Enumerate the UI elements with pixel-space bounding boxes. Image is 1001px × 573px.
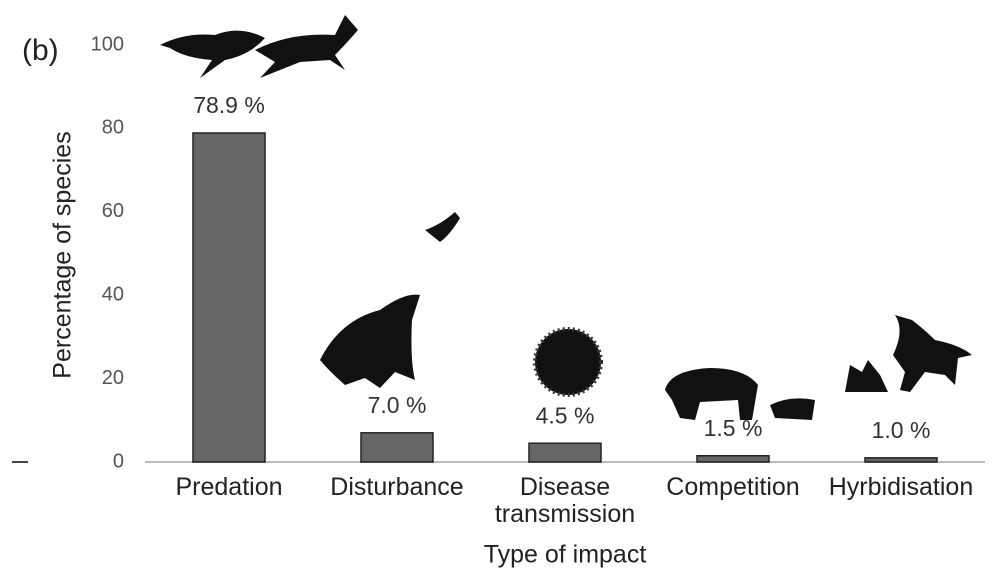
bar [864, 457, 938, 463]
silhouettes [160, 15, 972, 420]
silhouette [665, 368, 758, 420]
silhouette [533, 327, 603, 397]
y-tick-label: 0 [113, 450, 124, 472]
value-label: 4.5 % [536, 402, 595, 428]
y-tick-label: 60 [102, 200, 124, 222]
y-axis-title: Percentage of species [49, 131, 77, 378]
x-axis-title: Type of impact [484, 541, 647, 569]
y-tick-label: 20 [102, 367, 124, 389]
silhouette [160, 30, 265, 78]
bar [192, 132, 266, 463]
bar [360, 432, 434, 463]
y-tick-label: 40 [102, 283, 124, 305]
x-tick-label: Disease transmission [494, 473, 636, 528]
x-tick-label: Predation [175, 473, 283, 501]
silhouette [255, 15, 358, 78]
silhouette [845, 360, 888, 392]
silhouette [893, 315, 972, 392]
x-tick-label: Disturbance [330, 473, 464, 501]
y-tick-label: 80 [102, 117, 124, 139]
bar [696, 454, 770, 463]
value-label: 7.0 % [368, 392, 427, 418]
x-tick-label: Hyrbidisation [828, 473, 974, 501]
value-label: 1.5 % [704, 415, 763, 441]
x-tick-label: Competition [666, 473, 800, 501]
silhouette [770, 398, 815, 420]
value-label: 78.9 % [193, 92, 265, 118]
bar [528, 442, 602, 463]
silhouette [320, 294, 420, 388]
panel-label: (b) [22, 34, 59, 67]
value-label: 1.0 % [872, 417, 931, 443]
silhouette [425, 212, 460, 242]
y-tick-label: 100 [91, 33, 124, 55]
